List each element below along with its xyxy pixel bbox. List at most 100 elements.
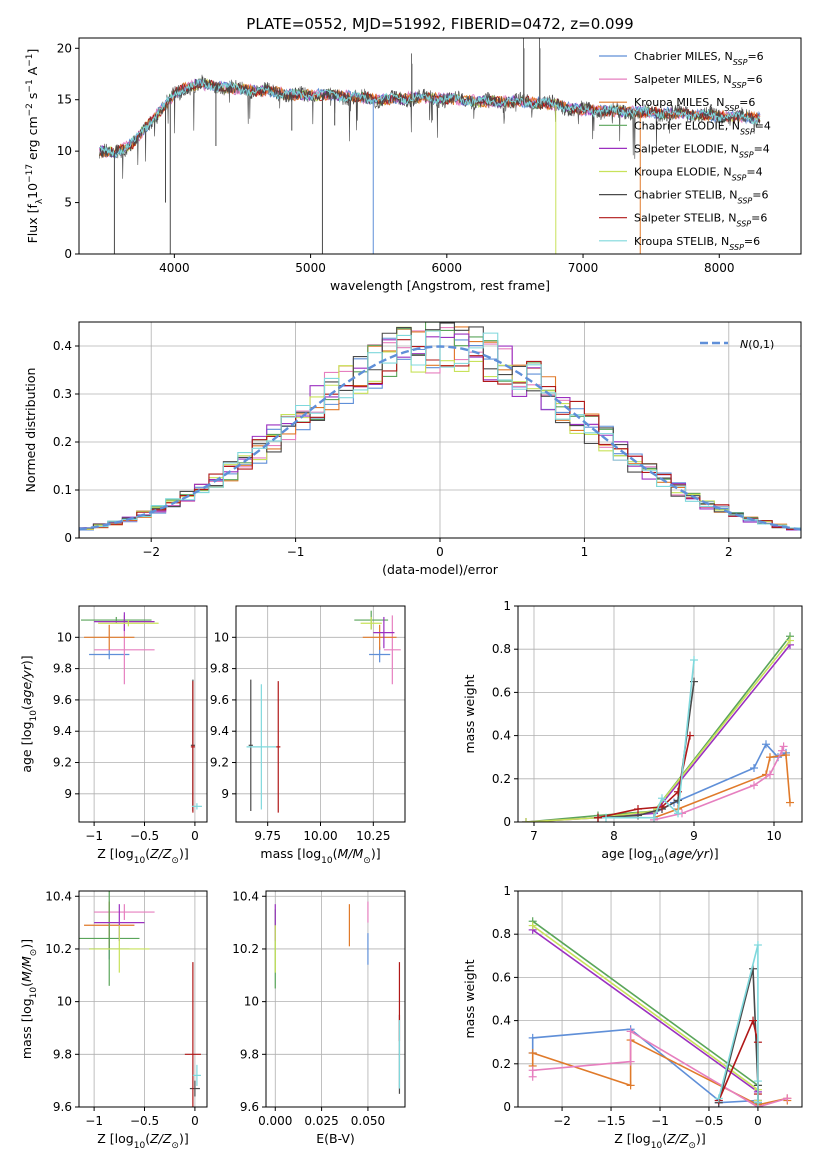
x-tick-label: −1 [85, 829, 103, 843]
x-tick-label: 2 [725, 545, 733, 559]
y-tick-label: 0 [64, 247, 72, 261]
x-axis-label: (data-model)/error [382, 562, 499, 577]
spectrum-frame [78, 37, 802, 255]
spectrum-panel: 4000 5000 6000 7000 8000 0 5 10 15 20 Chabrier MIL… [25, 37, 802, 293]
y-tick-label: 10 [244, 995, 259, 1009]
weight-marker [602, 813, 610, 822]
y-tick-label: 9.4 [53, 724, 72, 738]
age_vs_Z-frame [78, 605, 208, 823]
weight_vs_Z-plot-area [528, 917, 792, 1107]
weight-marker [779, 742, 788, 751]
x-axis-label: wavelength [Angstrom, rest frame] [330, 278, 550, 293]
x-tick-label: 0 [754, 1114, 762, 1128]
weight-marker [528, 1066, 537, 1075]
data-point-salpeter-miles [94, 904, 155, 920]
x-tick-label: −1 [287, 545, 305, 559]
legend-entry: Salpeter STELIB, NSSP=6 [634, 212, 767, 229]
x-tick-label: −1 [651, 1114, 669, 1128]
data-point-salpeter-elodie [373, 616, 395, 649]
x-tick-label: 0.025 [304, 1114, 338, 1128]
x-tick-label: 0 [191, 1114, 199, 1128]
legend-entry: Salpeter ELODIE, NSSP=4 [634, 142, 770, 159]
y-tick-label: 0 [503, 815, 511, 829]
x-tick-label: −0.5 [130, 829, 159, 843]
y-tick-label: 0.8 [492, 927, 511, 941]
x-tick-label: 8 [610, 829, 618, 843]
y-axis-label: mass weight [462, 674, 477, 753]
data-point-chabrier-stelib [248, 679, 253, 812]
weight-series-kroupa-stelib [606, 659, 695, 819]
mass_vs_ebv-grid [266, 891, 405, 1108]
y-tick-label: 5 [64, 196, 72, 210]
data-point-salpeter-miles [383, 615, 401, 685]
weight-marker [786, 798, 794, 807]
y-tick-label: 0.6 [492, 970, 511, 984]
y-tick-label: 10 [57, 144, 72, 158]
y-axis-label: age [log10(age/yr)] [19, 655, 39, 772]
y-axis-label: mass weight [462, 959, 477, 1038]
x-tick-label: 9.75 [254, 829, 281, 843]
data-point-chabrier-stelib [189, 1080, 200, 1097]
y-tick-label: 9 [64, 787, 72, 801]
weight-vs-age-panel: 7 8 9 10 0 0.2 0.4 0.6 0.8 1 age [log10(age/yr)] ma… [462, 599, 803, 866]
spectrum-legend: Chabrier MILES, NSSP=6 Salpeter MILES, NS… [599, 50, 771, 251]
y-tick-label: 0.2 [492, 772, 511, 786]
mass-vs-metallicity-panel: −1 −0.5 0 9.6 9.8 10 10.2 10.4 Z [log10(Z/Z⊙)] ma… [19, 889, 208, 1151]
y-tick-label: 10.2 [45, 942, 72, 956]
residual_histogram-plot-area [79, 322, 801, 538]
y-tick-label: 0 [503, 1100, 511, 1114]
x-tick-label: −0.5 [694, 1114, 723, 1128]
y-tick-label: 1 [503, 599, 511, 613]
weight-marker [749, 1016, 758, 1025]
legend-entry: Chabrier MILES, NSSP=6 [634, 50, 764, 67]
weight-marker [786, 636, 794, 645]
mass-vs-ebv-panel: 0.000 0.025 0.050 9.6 9.8 10 10.2 10.4 E(B-V) [232, 889, 406, 1146]
legend-entry: Kroupa MILES, NSSP=6 [634, 96, 755, 113]
x-tick-label: 0 [191, 829, 199, 843]
x-tick-label: 10.00 [303, 829, 337, 843]
y-tick-label: 0.8 [492, 642, 511, 656]
weight-marker [522, 818, 530, 822]
data-point-chabrier-elodie [81, 616, 152, 624]
weight-marker [528, 921, 537, 930]
legend-entry: Kroupa ELODIE, NSSP=4 [634, 166, 763, 183]
data-point-kroupa-elodie [98, 620, 159, 627]
x-tick-label: 7 [530, 829, 538, 843]
data-point-chabrier-miles [89, 649, 130, 660]
y-tick-label: 9.6 [240, 1100, 259, 1114]
y-tick-label: 10 [57, 995, 72, 1009]
y-tick-label: 9.6 [53, 693, 72, 707]
legend-entry: Salpeter MILES, NSSP=6 [634, 73, 763, 90]
y-tick-label: 9.8 [210, 662, 229, 676]
x-tick-label: 0.000 [258, 1114, 292, 1128]
weight-marker [762, 740, 770, 749]
data-point-kroupa-miles [362, 624, 397, 650]
weight-marker [714, 1094, 723, 1103]
weight-series-chabrier-elodie [525, 635, 791, 822]
age_vs_mass-grid [236, 606, 405, 822]
weight-marker [753, 1098, 762, 1107]
weight-marker [626, 1057, 635, 1066]
y-tick-label: 10.4 [45, 889, 72, 903]
data-point-chabrier-elodie [79, 891, 140, 986]
x-tick-label: −2 [142, 545, 160, 559]
x-tick-label: 7000 [568, 261, 599, 275]
age_vs_Z-plot-area [81, 612, 202, 813]
x-axis-label: Z [log10(Z/Z⊙)] [97, 1131, 188, 1151]
weight-marker [750, 781, 758, 790]
y-tick-label: 0.6 [492, 685, 511, 699]
weight-marker [528, 1033, 537, 1042]
weight_vs_age-frame [517, 605, 803, 823]
y-tick-label: 0.4 [492, 1014, 511, 1028]
x-axis-label: age [log10(age/yr)] [601, 846, 718, 866]
weight-marker [766, 770, 774, 779]
y-tick-label: 10 [57, 630, 72, 644]
x-tick-label: 10 [766, 829, 781, 843]
x-tick-label: −2 [553, 1114, 571, 1128]
weight-marker [626, 1027, 635, 1036]
figure-title: PLATE=0552, MJD=51992, FIBERID=0472, z=0… [246, 15, 633, 33]
data-point-salpeter-stelib [184, 962, 201, 1107]
y-tick-label: 9.2 [210, 756, 229, 770]
spectrum-kroupa-stelib [99, 79, 761, 158]
x-axis-label: E(B-V) [316, 1131, 355, 1146]
